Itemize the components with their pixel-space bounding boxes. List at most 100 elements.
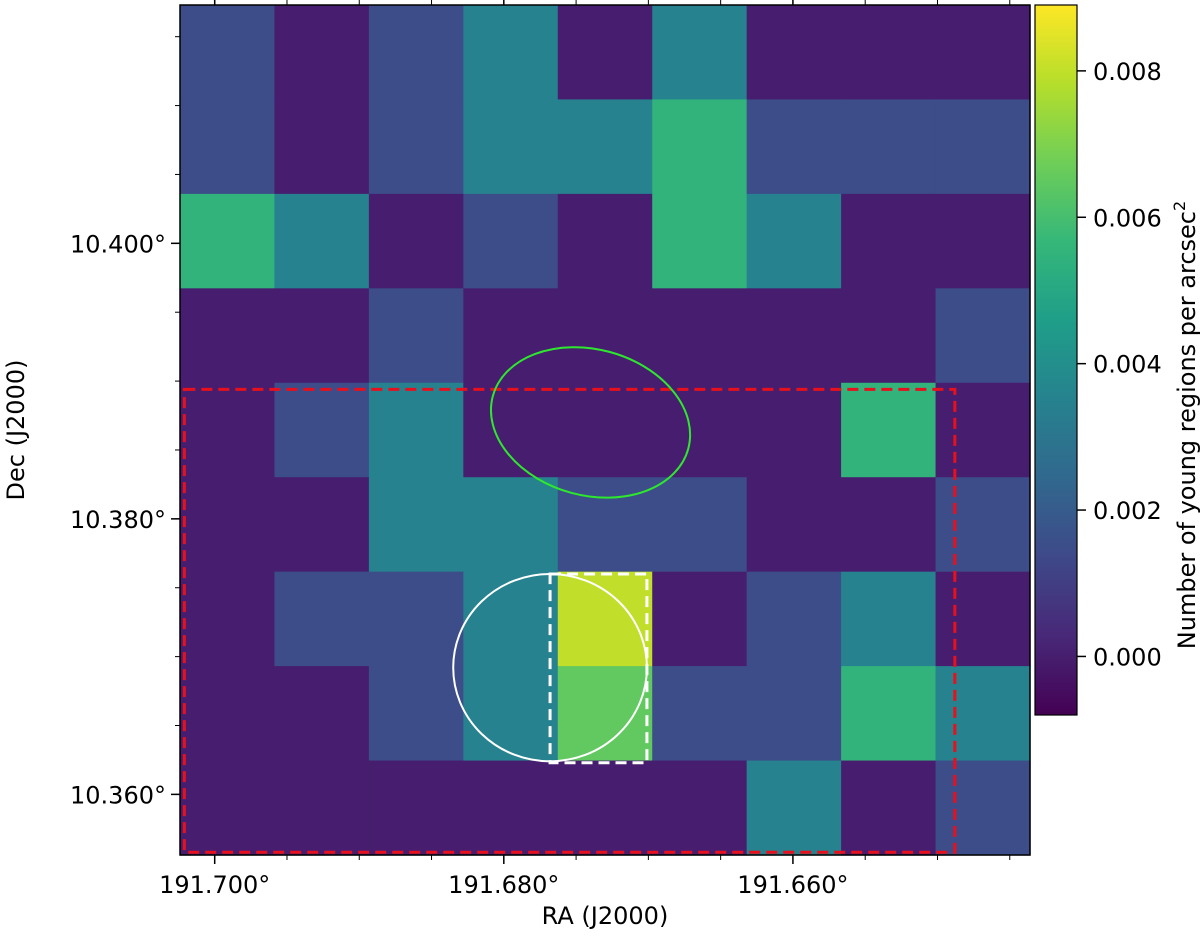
heatmap-cell: [557, 5, 653, 101]
heatmap-cell: [841, 666, 937, 762]
x-tick-label: 191.660°: [737, 871, 848, 899]
y-tick-label: 10.360°: [70, 781, 166, 809]
heatmap-cell: [841, 5, 937, 101]
heatmap-cell: [368, 5, 464, 101]
heatmap-cell: [180, 5, 276, 101]
heatmap-cell: [180, 382, 276, 478]
heatmap-cell: [652, 382, 748, 478]
heatmap-cell: [746, 571, 842, 667]
heatmap-cell: [652, 477, 748, 573]
heatmap-cell: [180, 666, 276, 762]
heatmap-cell: [935, 571, 1031, 667]
heatmap-cell: [841, 193, 937, 289]
heatmap-cell: [935, 477, 1031, 573]
heatmap-cell: [463, 99, 559, 195]
heatmap-cell: [463, 193, 559, 289]
colorbar-tick-label: 0.002: [1093, 497, 1162, 525]
y-tick-label: 10.380°: [70, 506, 166, 534]
heatmap-cell: [274, 477, 370, 573]
y-axis-ticks: 10.400° 10.380° 10.360°: [70, 36, 180, 809]
heatmap-cell: [841, 760, 937, 856]
colorbar-ticks: 0.008 0.006 0.004 0.002 0.000: [1077, 58, 1162, 671]
heatmap-cell: [935, 288, 1031, 384]
colorbar-label-superscript: 2: [1170, 201, 1189, 211]
heatmap-cell: [463, 571, 559, 667]
heatmap-cell: [557, 382, 653, 478]
heatmap-cell: [274, 760, 370, 856]
heatmap-cell: [274, 99, 370, 195]
heatmap-cell: [746, 477, 842, 573]
heatmap-cell: [935, 666, 1031, 762]
heatmap-cell: [557, 571, 653, 667]
heatmap-cell: [746, 193, 842, 289]
heatmap-cell: [274, 666, 370, 762]
red-dashed-box: [182, 387, 957, 854]
heatmap-cell: [368, 666, 464, 762]
heatmap-cell: [180, 99, 276, 195]
colorbar-tick-label: 0.004: [1093, 351, 1162, 379]
heatmap-cell: [180, 760, 276, 856]
heatmap-cell: [274, 382, 370, 478]
heatmap-cell: [557, 288, 653, 384]
heatmap-cell: [557, 666, 653, 762]
heatmap-cell: [180, 193, 276, 289]
heatmap-cell: [746, 382, 842, 478]
heatmap-cell: [180, 477, 276, 573]
heatmap-cell: [746, 99, 842, 195]
colorbar-tick-label: 0.000: [1093, 643, 1162, 671]
heatmap-cell: [557, 193, 653, 289]
heatmap-cell: [274, 571, 370, 667]
heatmap-cell: [368, 288, 464, 384]
heatmap-cell: [180, 288, 276, 384]
colorbar-label: Number of young regions per arcsec2: [1170, 201, 1200, 649]
heatmap-cell: [935, 99, 1031, 195]
y-tick-label: 10.400°: [70, 230, 166, 258]
heatmap-cell: [557, 99, 653, 195]
heatmap-cell: [841, 571, 937, 667]
heatmap-cell: [652, 5, 748, 101]
heatmap-cell: [652, 193, 748, 289]
heatmap-cell: [746, 5, 842, 101]
x-tick-label: 191.700°: [159, 871, 270, 899]
heatmap-cell: [463, 760, 559, 856]
colorbar-tick-label: 0.008: [1093, 58, 1162, 86]
heatmap-cell: [652, 571, 748, 667]
heatmap-cell: [746, 666, 842, 762]
heatmap-cell: [463, 382, 559, 478]
heatmap-cell: [935, 5, 1031, 101]
heatmap-cell: [463, 666, 559, 762]
y-axis-label: Dec (J2000): [2, 360, 30, 501]
heatmap-cell: [368, 99, 464, 195]
heatmap-cell: [935, 382, 1031, 478]
heatmap-cell: [841, 382, 937, 478]
heatmap-cell: [935, 760, 1031, 856]
green-ellipse: [489, 346, 692, 499]
x-tick-label: 191.680°: [448, 871, 559, 899]
heatmap-cell: [180, 571, 276, 667]
heatmap-cell: [274, 288, 370, 384]
heatmap-cell: [935, 193, 1031, 289]
heatmap-cells: [180, 5, 1031, 856]
heatmap-cell: [368, 571, 464, 667]
heatmap-cell: [557, 477, 653, 573]
heatmap-cell: [463, 5, 559, 101]
heatmap-cell: [841, 288, 937, 384]
heatmap-cell: [841, 477, 937, 573]
heatmap-cell: [274, 5, 370, 101]
heatmap-cell: [274, 193, 370, 289]
heatmap-cell: [557, 760, 653, 856]
heatmap-cell: [652, 288, 748, 384]
colorbar: [1034, 4, 1078, 716]
heatmap-cell: [746, 288, 842, 384]
heatmap-cell: [652, 760, 748, 856]
heatmap-cell: [652, 99, 748, 195]
heatmap-cell: [746, 760, 842, 856]
heatmap-cell: [368, 193, 464, 289]
x-axis-ticks: 191.700° 191.680° 191.660°: [159, 0, 1011, 899]
heatmap-cell: [368, 477, 464, 573]
x-axis-label: RA (J2000): [542, 902, 669, 930]
colorbar-label-text: Number of young regions per arcsec: [1173, 211, 1200, 649]
colorbar-tick-label: 0.006: [1093, 204, 1162, 232]
heatmap-cell: [368, 382, 464, 478]
